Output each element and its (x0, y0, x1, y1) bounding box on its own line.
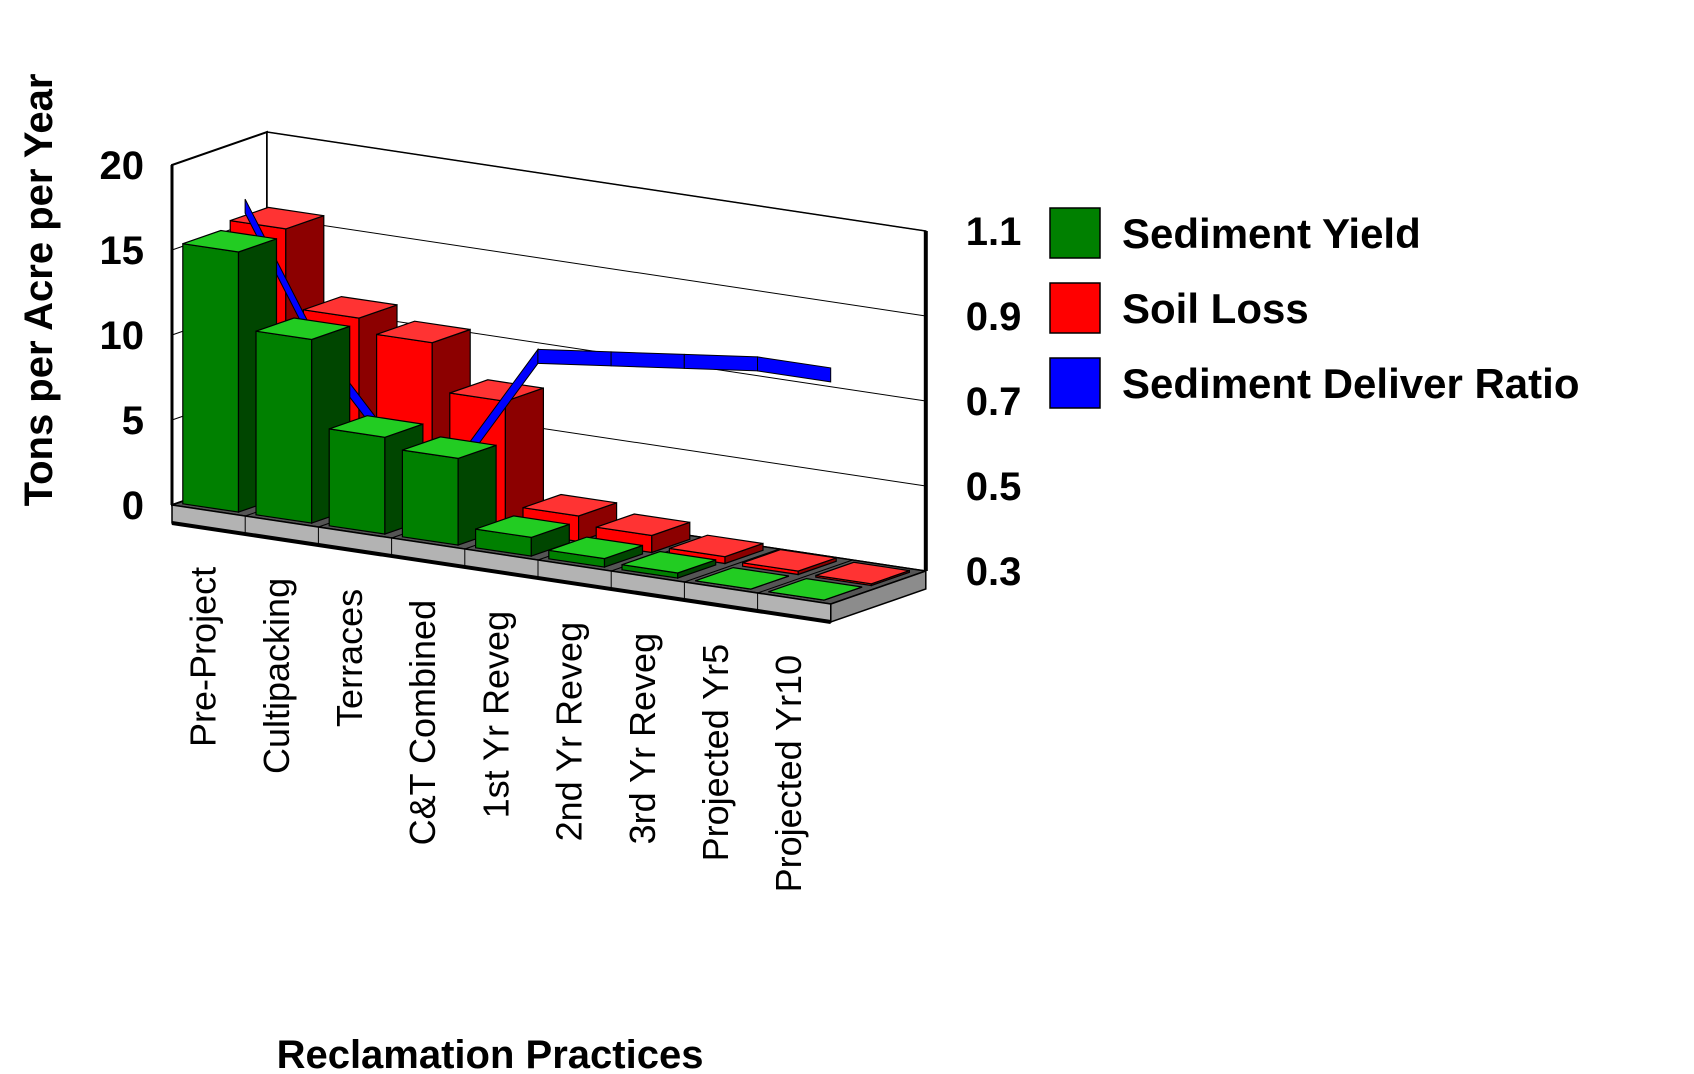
sediment-yield-bar (401, 436, 497, 546)
right-tick-label: 0.3 (966, 550, 1022, 594)
sediment-yield-bar-top (182, 229, 277, 253)
sediment-yield-bar-front (401, 449, 459, 546)
legend-swatch (1049, 282, 1101, 334)
sediment-yield-bar-top (695, 566, 790, 590)
sediment-yield-bar-top (475, 515, 570, 539)
sediment-yield-bar-top (329, 415, 424, 438)
floor-divider (684, 548, 780, 583)
left-tick-label: 0 (122, 484, 144, 528)
soil-loss-bar (815, 561, 911, 587)
category-label: Projected Yr10 (768, 655, 809, 892)
category-labels: Pre-Project Cultipacking Terraces C&T Combi… (183, 567, 810, 892)
left-tick-label: 10 (100, 314, 145, 358)
soil-loss-bar (741, 548, 837, 576)
sediment-yield-bar-top (621, 550, 716, 574)
floor-side (830, 569, 927, 624)
legend-label: Soil Loss (1122, 285, 1309, 332)
right-tick-label: 1.1 (966, 210, 1022, 254)
legend-label: Sediment Deliver Ratio (1122, 360, 1579, 407)
sdr-segment (537, 348, 612, 367)
soil-loss-bar-top (815, 561, 910, 585)
sediment-yield-bar-front (328, 428, 386, 535)
sediment-yield-bar (548, 536, 644, 568)
soil-loss-bar-top (669, 534, 764, 558)
sdr-segment (757, 356, 832, 383)
category-label: 1st Yr Reveg (475, 611, 516, 818)
sediment-yield-bar-front (255, 330, 313, 524)
sediment-yield-bar-top (768, 577, 863, 601)
category-label: Cultipacking (256, 578, 297, 774)
category-label: 3rd Yr Reveg (622, 633, 663, 844)
sediment-yield-bar-top (402, 436, 497, 460)
soil-loss-bar (595, 513, 691, 554)
gridline (171, 131, 926, 232)
legend-label: Sediment Yield (1122, 210, 1421, 257)
soil-loss-bar-top (522, 493, 617, 517)
left-tick-label: 20 (100, 144, 145, 188)
y-axis-title: Tons per Acre per Year (17, 74, 61, 507)
right-tick-label: 0.7 (966, 380, 1022, 424)
left-axis-ticks: 0 5 10 15 20 (100, 144, 145, 528)
soil-loss-bar-top (376, 320, 471, 344)
legend: Sediment Yield Soil Loss Sediment Deliver … (1049, 207, 1579, 409)
soil-loss-bar-top (596, 513, 690, 537)
sediment-yield-bar-front (182, 243, 240, 513)
chart-marks (182, 198, 911, 601)
left-tick-label: 5 (122, 399, 144, 443)
category-label: Terraces (329, 589, 370, 727)
right-axis-ticks: 0.3 0.5 0.7 0.9 1.1 (966, 210, 1022, 594)
category-label: Pre-Project (183, 567, 224, 747)
right-tick-label: 0.5 (966, 465, 1022, 509)
soil-loss-bar-top (303, 295, 398, 319)
legend-swatch (1049, 357, 1101, 409)
category-label: C&T Combined (402, 600, 443, 845)
soil-loss-bar-top (742, 548, 837, 572)
x-axis-line (171, 521, 832, 624)
left-tick-label: 15 (100, 229, 145, 273)
sediment-yield-bar (621, 550, 717, 579)
sdr-segment (683, 353, 758, 372)
sdr-segment (610, 351, 685, 369)
sediment-yield-bar-top (255, 317, 350, 341)
sediment-yield-bar (695, 566, 790, 590)
x-axis-title: Reclamation Practices (277, 1033, 704, 1074)
floor-divider (757, 559, 853, 594)
sediment-yield-bar (768, 577, 863, 601)
sediment-yield-bar-top (548, 536, 643, 560)
right-tick-label: 0.9 (966, 295, 1022, 339)
category-label: Projected Yr5 (695, 644, 736, 861)
category-label: 2nd Yr Reveg (549, 622, 590, 841)
legend-swatch (1049, 207, 1101, 259)
